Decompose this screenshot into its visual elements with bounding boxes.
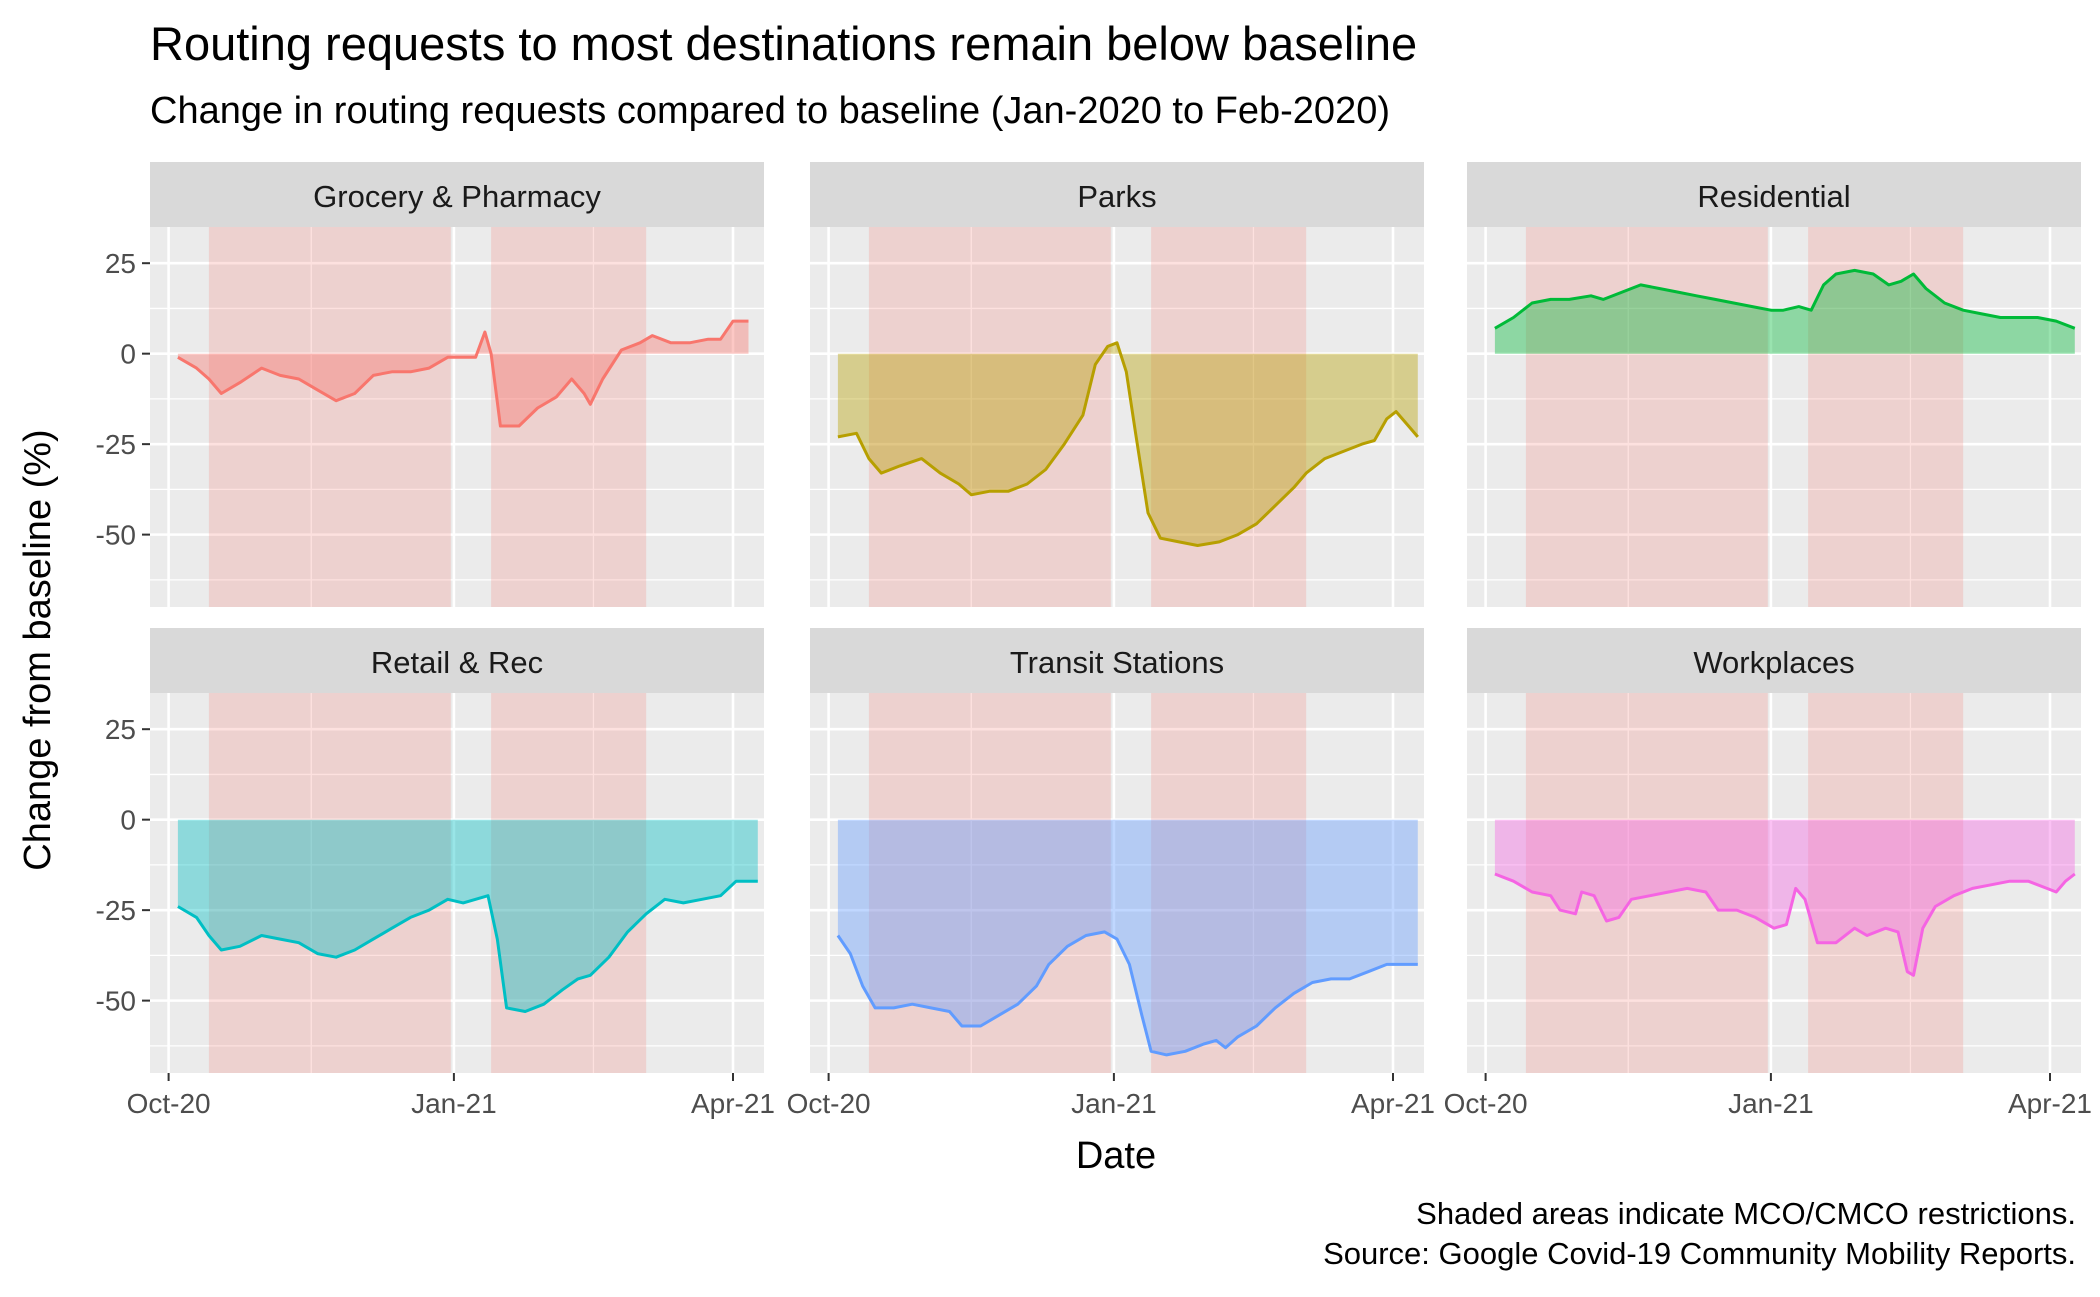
- facet-strip: [810, 162, 1424, 227]
- x-axis-label: Date: [1076, 1135, 1156, 1177]
- y-tick-label: 0: [120, 805, 136, 836]
- series-area: [1494, 819, 2075, 976]
- facet-panel: Retail & Rec 25 0 -25 -50 Oct-20 Jan-21 Apr-21: [96, 628, 775, 1119]
- x-tick-label: Jan-21: [1728, 1088, 1814, 1119]
- restriction-band: [208, 227, 451, 607]
- series-area: [177, 321, 749, 426]
- restriction-band: [1525, 227, 1768, 607]
- series-area: [837, 819, 1418, 1055]
- facet-strip: [1467, 628, 2081, 693]
- y-tick-label: -25: [96, 895, 136, 926]
- facet-strip: [150, 628, 764, 693]
- facet-panel: Transit Stations Oct-20 Jan-21 Apr-21: [787, 628, 1435, 1119]
- restriction-band: [1151, 227, 1307, 607]
- facet-strip-label: Residential: [1697, 179, 1850, 214]
- restriction-band: [1808, 227, 1964, 607]
- y-axis-label: Change from baseline (%): [17, 429, 59, 870]
- chart-title: Routing requests to most destinations re…: [150, 17, 1418, 70]
- restriction-band: [868, 693, 1111, 1073]
- facet-panel: Workplaces Oct-20 Jan-21 Apr-21: [1444, 628, 2092, 1119]
- panel-background: [810, 227, 1424, 607]
- y-tick-label: -50: [96, 986, 136, 1017]
- series-line: [1494, 268, 2076, 330]
- series-line: [177, 879, 758, 1013]
- y-tick-label: -50: [96, 520, 136, 551]
- series-line: [837, 341, 1419, 547]
- x-tick-label: Oct-20: [127, 1088, 211, 1119]
- facet-panel: Grocery & Pharmacy 25 0 -25 -50: [96, 162, 764, 607]
- series-line: [1494, 872, 2076, 977]
- x-tick-label: Apr-21: [1351, 1088, 1435, 1119]
- x-tick-label: Oct-20: [1444, 1088, 1528, 1119]
- restriction-band: [491, 227, 647, 607]
- panel-background: [1467, 693, 2081, 1073]
- facet-panel: Parks: [810, 162, 1424, 607]
- facet-strip: [1467, 162, 2081, 227]
- facet-strip-label: Grocery & Pharmacy: [313, 179, 601, 214]
- series-line: [177, 319, 749, 428]
- panels-layer: Grocery & Pharmacy 25 0 -25 -50 Parks Resident…: [96, 162, 2092, 1119]
- panel-background: [150, 693, 764, 1073]
- panel-background: [1467, 227, 2081, 607]
- y-tick-label: 25: [105, 714, 136, 745]
- series-area: [837, 342, 1418, 546]
- x-tick-label: Jan-21: [1071, 1088, 1157, 1119]
- restriction-band: [1525, 693, 1768, 1073]
- panel-background: [810, 693, 1424, 1073]
- restriction-band: [208, 693, 451, 1073]
- series-line: [836, 930, 1418, 1057]
- y-tick-label: 0: [120, 339, 136, 370]
- facet-strip-label: Workplaces: [1693, 645, 1854, 680]
- y-tick-label: -25: [96, 429, 136, 460]
- facet-strip-label: Transit Stations: [1010, 645, 1224, 680]
- series-area: [1494, 270, 2075, 354]
- x-tick-label: Jan-21: [411, 1088, 497, 1119]
- caption-source: Source: Google Covid-19 Community Mobili…: [1323, 1236, 2076, 1271]
- restriction-band: [1808, 693, 1964, 1073]
- panel-background: [150, 227, 764, 607]
- chart-subtitle: Change in routing requests compared to b…: [150, 90, 1390, 132]
- restriction-band: [1151, 693, 1307, 1073]
- x-tick-label: Oct-20: [787, 1088, 871, 1119]
- facet-strip-label: Retail & Rec: [371, 645, 543, 680]
- restriction-band: [868, 227, 1111, 607]
- x-tick-label: Apr-21: [691, 1088, 775, 1119]
- series-area: [177, 819, 758, 1012]
- x-tick-label: Apr-21: [2008, 1088, 2092, 1119]
- y-tick-label: 25: [105, 248, 136, 279]
- caption-shading-note: Shaded areas indicate MCO/CMCO restricti…: [1416, 1196, 2076, 1231]
- facet-panel: Residential: [1467, 162, 2081, 607]
- facet-strip-label: Parks: [1077, 179, 1156, 214]
- facet-strip: [150, 162, 764, 227]
- facet-strip: [810, 628, 1424, 693]
